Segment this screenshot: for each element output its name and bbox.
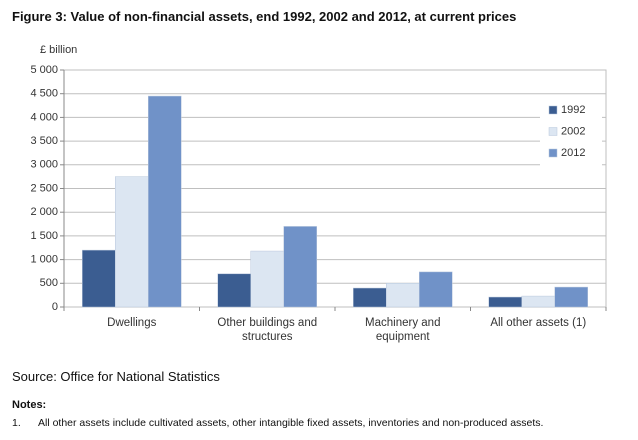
y-tick-label: 4 500 [30, 88, 58, 100]
x-tick-label: Machinery and equipment [365, 317, 441, 343]
y-tick-label: 4 000 [30, 111, 58, 123]
bar [488, 296, 522, 308]
legend-swatch [548, 148, 558, 158]
bar [386, 283, 420, 308]
note-text: All other assets include cultivated asse… [38, 417, 544, 429]
bar [283, 226, 317, 308]
bar [217, 273, 251, 308]
note-number: 1. [12, 417, 21, 429]
x-tick-label: Dwellings [107, 317, 157, 329]
bar [82, 249, 116, 308]
y-tick-label: 500 [40, 277, 58, 289]
source: Source: Office for National Statistics [12, 369, 220, 384]
y-tick-label: 3 000 [30, 159, 58, 171]
chart-title: Figure 3: Value of non-financial assets,… [12, 9, 517, 24]
y-tick-label: 1 500 [30, 230, 58, 242]
y-tick-label: 2 500 [30, 182, 58, 194]
bar [250, 250, 284, 308]
x-tick-label: All other assets (1) [490, 317, 587, 329]
legend-swatch [548, 127, 558, 136]
bar [554, 286, 588, 308]
y-tick-label: 0 [52, 301, 58, 313]
y-tick-label: 1 000 [30, 254, 58, 266]
legend-label: 2012 [561, 147, 585, 159]
bar [115, 176, 149, 308]
y-tick-label: 5 000 [30, 64, 58, 76]
y-tick-label: 2 000 [30, 206, 58, 218]
bar [419, 271, 453, 308]
y-axis-label: £ billion [40, 44, 77, 56]
bar [353, 287, 387, 308]
legend-swatch [548, 105, 558, 115]
x-tick-label: Other buildings and structures [217, 317, 318, 343]
chart: £ billion 0 500 1 000 1 500 2 000 2 500 3 000 3… [30, 44, 607, 313]
legend-label: 1992 [561, 104, 585, 116]
notes-heading: Notes: [12, 399, 47, 411]
bar [148, 95, 182, 308]
legend-label: 2002 [561, 125, 585, 137]
y-tick-label: 3 500 [30, 135, 58, 147]
bar [521, 295, 555, 308]
